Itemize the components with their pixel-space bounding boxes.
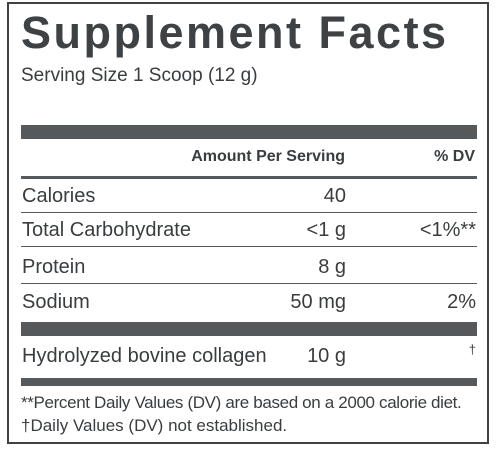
nutrient-row-protein: Protein 8 g <box>21 250 477 284</box>
ingredient-name: Hydrolyzed bovine collagen <box>22 345 267 367</box>
header-percent-dv: % DV <box>434 148 475 165</box>
thick-divider-middle <box>21 322 477 336</box>
nutrient-name: Sodium <box>22 291 90 313</box>
ingredient-amount: 10 g <box>307 345 346 367</box>
thick-divider-bottom <box>21 378 477 386</box>
nutrient-name: Protein <box>22 256 86 278</box>
nutrient-name: Total Carbohydrate <box>22 219 191 241</box>
nutrient-dv: <1%** <box>419 219 476 241</box>
footnote-percent-dv: **Percent Daily Values (DV) are based on… <box>21 393 462 412</box>
nutrient-name: Calories <box>22 185 96 207</box>
nutrient-amount: 50 mg <box>290 291 346 313</box>
supplement-facts-panel: Supplement Facts Serving Size 1 Scoop (1… <box>7 2 489 444</box>
header-amount-per-serving: Amount Per Serving <box>191 148 345 165</box>
nutrient-row-sodium: Sodium 50 mg 2% <box>21 285 477 319</box>
nutrient-dv: 2% <box>447 291 476 313</box>
nutrient-amount: 40 <box>323 185 346 207</box>
ingredient-dv-dagger: † <box>468 342 476 357</box>
footnote-dv-not-established: †Daily Values (DV) not established. <box>21 416 288 435</box>
ingredient-row-collagen: Hydrolyzed bovine collagen 10 g † <box>21 341 477 373</box>
header-divider <box>21 176 477 179</box>
nutrient-row-calories: Calories 40 <box>21 179 477 213</box>
thick-divider-top <box>21 125 477 139</box>
nutrient-amount: 8 g <box>318 256 346 278</box>
panel-title: Supplement Facts <box>21 7 449 58</box>
serving-size: Serving Size 1 Scoop (12 g) <box>21 65 258 86</box>
nutrient-amount: <1 g <box>306 219 346 241</box>
nutrient-row-total-carbohydrate: Total Carbohydrate <1 g <1%** <box>21 213 477 247</box>
